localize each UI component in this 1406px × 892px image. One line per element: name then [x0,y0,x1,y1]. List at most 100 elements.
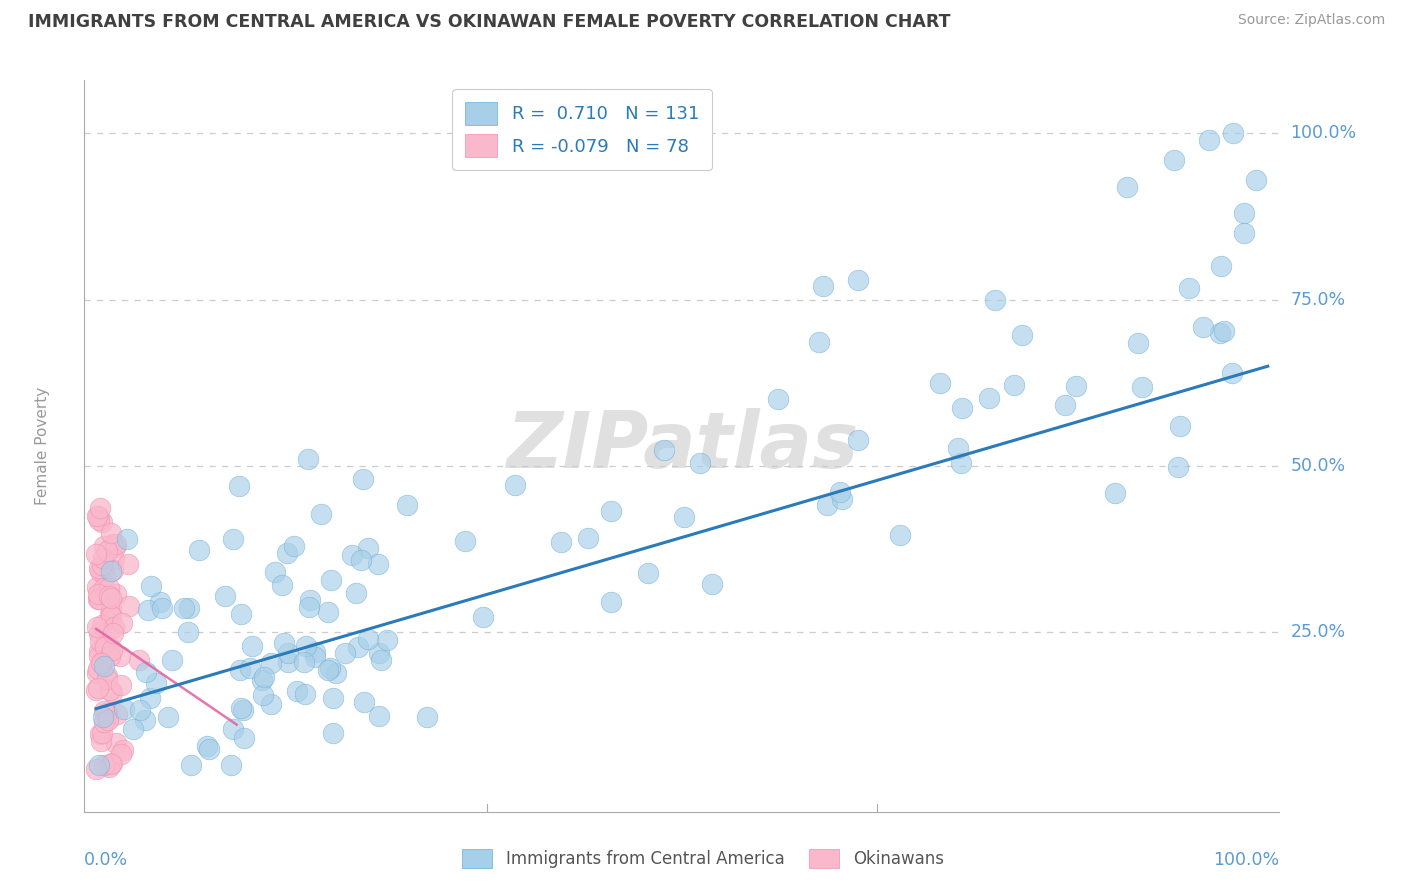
Point [111,616,134,631]
Point [1104,486,1126,500]
Point [97,713,120,727]
Point [103,552,125,566]
Point [93,659,115,673]
Point [105,587,128,601]
Point [177,601,200,615]
Text: ZIPatlas: ZIPatlas [506,408,858,484]
Point [87,513,110,527]
Point [98,582,121,596]
Point [1209,260,1232,274]
Point [86,508,108,523]
Point [195,739,218,754]
Point [87,758,110,772]
Point [1163,153,1185,167]
Point [188,543,211,558]
Point [318,663,340,677]
Point [253,670,276,684]
Point [145,676,167,690]
Point [89,727,111,741]
Point [108,648,131,663]
Point [395,498,418,512]
Point [91,558,114,572]
Point [689,456,711,470]
Point [503,478,526,492]
Point [87,592,110,607]
Text: 50.0%: 50.0% [1291,457,1346,475]
Point [136,603,159,617]
Point [1126,336,1149,351]
Point [277,647,299,661]
Point [637,566,659,581]
Point [98,607,121,621]
Point [950,401,973,415]
Point [472,610,495,624]
Point [100,526,122,541]
Point [673,510,696,524]
Point [270,578,292,592]
Point [298,599,321,614]
Point [93,715,115,730]
Point [1233,226,1256,240]
Point [229,664,252,678]
Point [122,722,145,736]
Point [139,691,162,706]
Point [100,591,122,605]
Point [322,725,344,739]
Point [889,528,911,542]
Point [1002,377,1025,392]
Point [100,756,122,770]
Point [160,653,183,667]
Point [111,742,134,756]
Text: Female Poverty: Female Poverty [35,387,51,505]
Point [177,624,200,639]
Point [350,553,373,567]
Point [311,507,333,521]
Point [1220,366,1243,380]
Point [105,736,128,750]
Point [1209,326,1232,341]
Point [252,688,274,702]
Point [128,653,150,667]
Point [344,586,367,600]
Point [1233,206,1256,220]
Point [977,392,1000,406]
Point [239,661,262,675]
Point [93,636,115,650]
Point [91,551,114,566]
Point [89,501,111,516]
Point [97,638,120,652]
Point [105,707,128,722]
Point [984,293,1007,307]
Point [232,731,254,745]
Point [260,656,283,670]
Point [214,590,236,604]
Point [831,491,853,506]
Legend: R =  0.710   N = 131, R = -0.079   N = 78: R = 0.710 N = 131, R = -0.079 N = 78 [451,89,711,170]
Point [808,334,831,349]
Point [1116,179,1139,194]
Point [295,640,318,654]
Text: IMMIGRANTS FROM CENTRAL AMERICA VS OKINAWAN FEMALE POVERTY CORRELATION CHART: IMMIGRANTS FROM CENTRAL AMERICA VS OKINA… [28,13,950,31]
Point [576,532,599,546]
Point [87,508,110,523]
Point [316,605,339,619]
Point [103,563,125,577]
Point [367,557,389,571]
Point [652,443,675,458]
Point [86,547,108,561]
Point [156,710,179,724]
Point [766,392,789,406]
Text: 0.0%: 0.0% [84,851,128,869]
Text: Source: ZipAtlas.com: Source: ZipAtlas.com [1237,13,1385,28]
Point [273,636,295,650]
Point [599,594,621,608]
Point [353,695,375,709]
Text: 75.0%: 75.0% [1291,291,1346,309]
Point [454,533,477,548]
Point [91,515,114,529]
Point [117,532,139,546]
Point [1222,127,1244,141]
Point [599,504,621,518]
Point [228,479,250,493]
Point [87,586,110,600]
